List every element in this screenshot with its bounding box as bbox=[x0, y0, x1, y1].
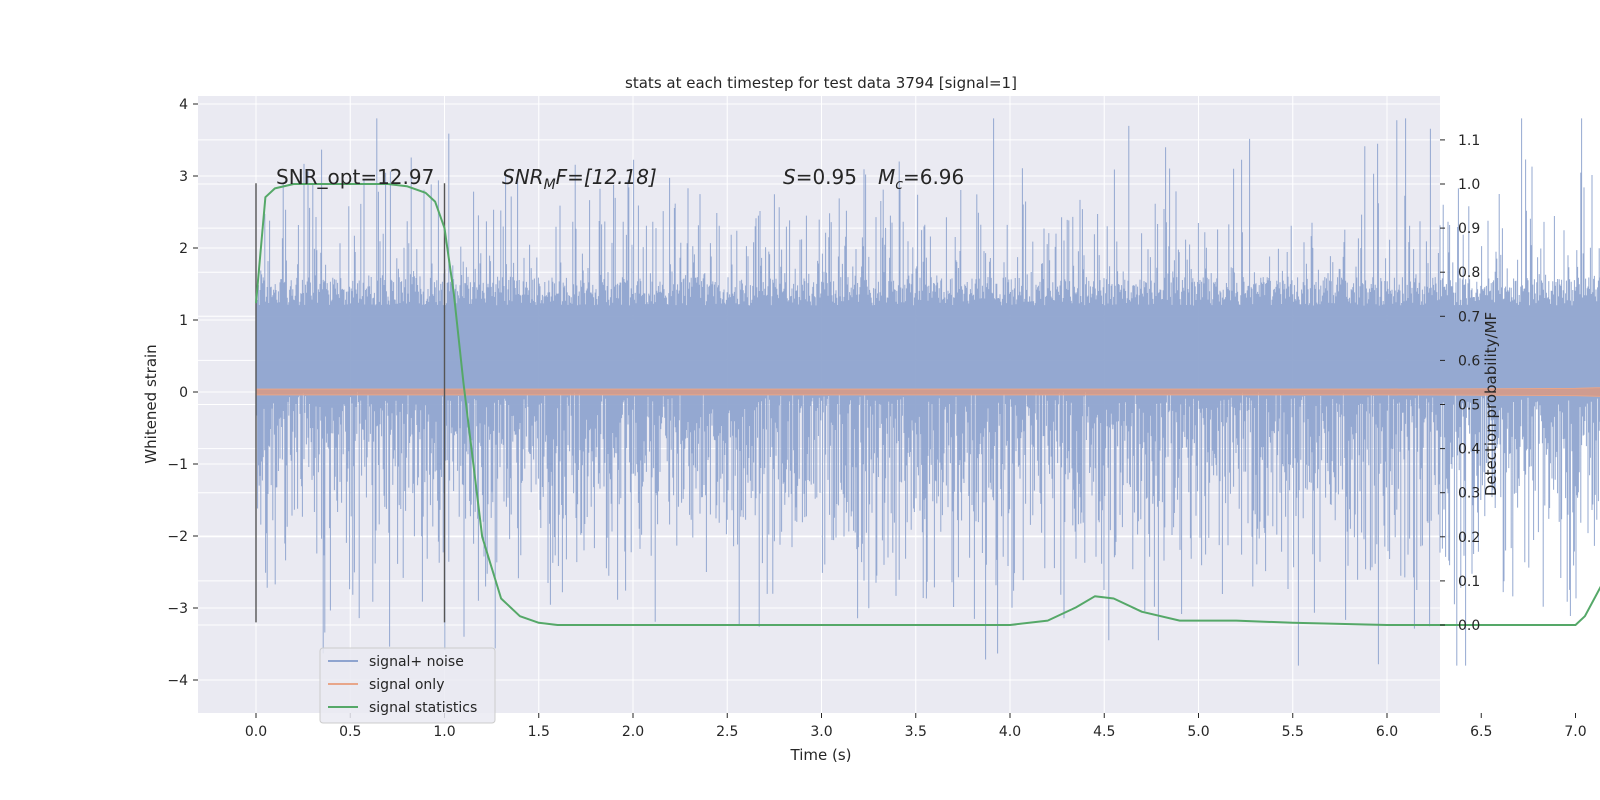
signal-statistics-series bbox=[255, 183, 1600, 626]
y2-tick-label: 0.9 bbox=[1458, 221, 1480, 237]
y2-tick-label: 0.0 bbox=[1458, 618, 1480, 634]
legend-label-stats: signal statistics bbox=[369, 700, 477, 716]
annotation-mc: Mc=6.96 bbox=[878, 165, 964, 193]
x-tick-label: 5.0 bbox=[1187, 724, 1209, 740]
x-tick-label: 3.0 bbox=[810, 724, 832, 740]
signal-statistics-line bbox=[255, 183, 1600, 626]
x-tick-label: 0.0 bbox=[245, 724, 267, 740]
chart-title: stats at each timestep for test data 379… bbox=[625, 74, 1017, 92]
y2-axis-ticks: 1.1 1.0 0.9 0.8 0.7 0.6 0.5 0.4 0.3 0.2 0.1 0.0 bbox=[1440, 133, 1480, 634]
y-tick-label: −4 bbox=[167, 673, 188, 689]
annotation-s-rest: =0.95 bbox=[796, 165, 857, 189]
x-tick-label: 7.0 bbox=[1564, 724, 1586, 740]
annotation-s-name: S bbox=[783, 165, 796, 189]
y-tick-label: 1 bbox=[179, 313, 188, 329]
legend-label-noise: signal+ noise bbox=[369, 654, 464, 670]
y-tick-label: 4 bbox=[179, 97, 188, 113]
y-tick-label: −1 bbox=[167, 457, 188, 473]
x-tick-label: 2.0 bbox=[622, 724, 644, 740]
x-tick-label: 0.5 bbox=[339, 724, 361, 740]
signal-only-series bbox=[255, 387, 1600, 397]
y2-tick-label: 0.3 bbox=[1458, 486, 1480, 502]
x-tick-label: 4.5 bbox=[1093, 724, 1115, 740]
annotation-snr-mf-sub: M bbox=[544, 177, 556, 193]
annotation-snr-mf-name: SNR bbox=[502, 165, 544, 189]
legend-box bbox=[319, 647, 496, 724]
vertical-markers bbox=[255, 183, 446, 623]
y-tick-label: −3 bbox=[167, 601, 188, 617]
x-axis-ticks: 0.0 0.5 1.0 1.5 2.0 2.5 3.0 3.5 4.0 4.5 5.0 5.5 6.0 6… bbox=[245, 713, 1587, 740]
y-axis-label: Whitened strain bbox=[142, 344, 160, 463]
y-axis-ticks: 4 3 2 1 0 −1 −2 −3 −4 bbox=[167, 97, 198, 689]
y2-tick-label: 0.1 bbox=[1458, 574, 1480, 590]
y2-tick-label: 0.4 bbox=[1458, 442, 1480, 458]
annotation-mc-name: M bbox=[878, 165, 895, 189]
x-tick-label: 2.5 bbox=[716, 724, 738, 740]
x-tick-label: 6.5 bbox=[1470, 724, 1492, 740]
legend: signal+ noise signal only signal statist… bbox=[319, 647, 496, 724]
y2-tick-label: 1.1 bbox=[1458, 133, 1480, 149]
x-tick-label: 1.0 bbox=[433, 724, 455, 740]
annotation-snr-opt: SNR_opt=12.97 bbox=[276, 165, 434, 189]
x-tick-label: 1.5 bbox=[528, 724, 550, 740]
y2-tick-label: 0.5 bbox=[1458, 398, 1480, 414]
y2-tick-label: 0.8 bbox=[1458, 265, 1480, 281]
annotation-mc-rest: =6.96 bbox=[903, 165, 964, 189]
x-tick-label: 3.5 bbox=[905, 724, 927, 740]
y-tick-label: −2 bbox=[167, 529, 188, 545]
y2-tick-label: 0.6 bbox=[1458, 353, 1480, 369]
y-tick-label: 2 bbox=[179, 241, 188, 257]
legend-label-signal: signal only bbox=[369, 677, 444, 693]
y2-tick-label: 0.7 bbox=[1458, 309, 1480, 325]
annotation-snr-mf: SNRMF=[12.18] bbox=[502, 165, 657, 193]
annotation-s: S=0.95 bbox=[783, 165, 857, 189]
x-tick-label: 6.0 bbox=[1376, 724, 1398, 740]
annotation-mc-sub: c bbox=[895, 177, 903, 193]
y-tick-label: 0 bbox=[179, 385, 188, 401]
x-tick-label: 5.5 bbox=[1282, 724, 1304, 740]
y-tick-label: 3 bbox=[179, 169, 188, 185]
signal-only-envelope bbox=[255, 387, 1600, 397]
x-axis-label: Time (s) bbox=[790, 746, 852, 764]
y2-axis-label: Detection probability/MF bbox=[1482, 312, 1500, 496]
y2-tick-label: 0.2 bbox=[1458, 530, 1480, 546]
x-tick-label: 4.0 bbox=[999, 724, 1021, 740]
annotation-snr-mf-rest: F=[12.18] bbox=[556, 165, 657, 189]
y2-tick-label: 1.0 bbox=[1458, 177, 1480, 193]
